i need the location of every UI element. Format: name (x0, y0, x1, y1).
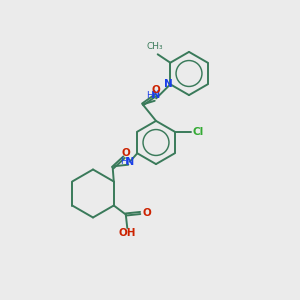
Text: H: H (120, 157, 127, 166)
Text: O: O (121, 148, 130, 158)
Text: N: N (164, 79, 173, 89)
Text: CH₃: CH₃ (147, 42, 164, 51)
Text: N: N (151, 90, 159, 100)
Text: N: N (125, 157, 134, 167)
Text: O: O (142, 208, 151, 218)
Text: Cl: Cl (192, 127, 204, 137)
Text: OH: OH (118, 228, 136, 239)
Text: O: O (152, 85, 161, 95)
Text: H: H (146, 91, 153, 100)
